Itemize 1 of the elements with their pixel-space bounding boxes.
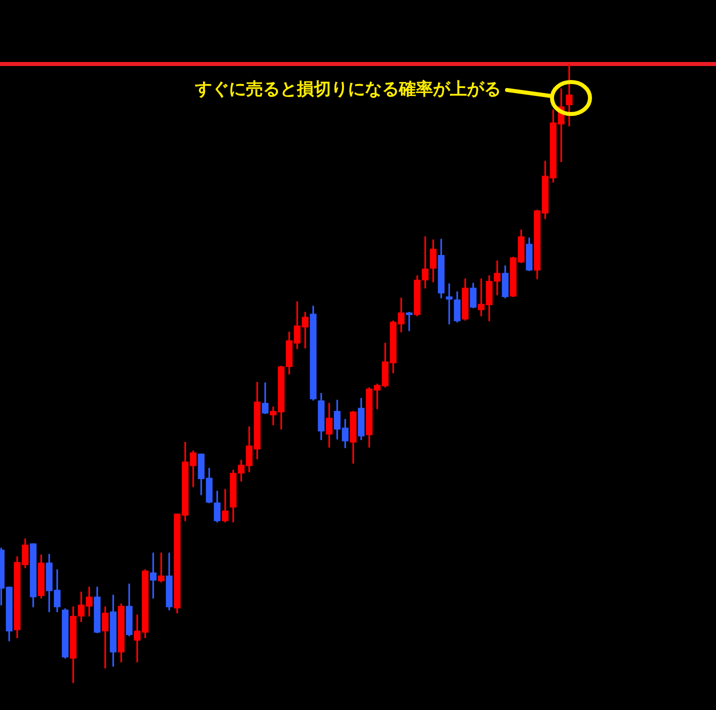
annotation: すぐに売ると損切りになる確率が上がる [194,79,502,100]
